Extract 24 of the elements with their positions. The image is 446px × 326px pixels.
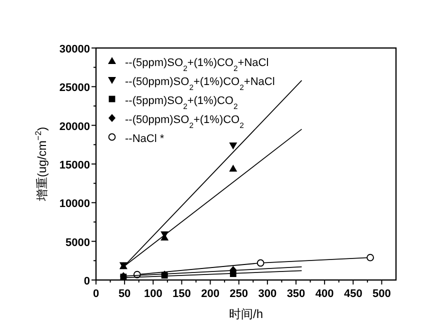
legend-label: --(50ppm)SO$_{2}$+(1%)CO$_{2}$+NaCl <box>125 76 275 92</box>
y-tick-label: 20000 <box>59 120 90 133</box>
legend-label: --(5ppm)SO$_{2}$+(1%)CO$_{2}$ <box>125 95 238 110</box>
y-tick-label: 30000 <box>59 44 90 56</box>
x-tick-label: 350 <box>286 288 306 300</box>
x-tick-label: 450 <box>344 288 362 300</box>
legend-label: --(50ppm)SO$_{2}$+(1%)CO$_{2}$ <box>125 114 244 130</box>
x-tick-label: 500 <box>372 288 391 300</box>
y-tick-label: 0 <box>84 276 90 288</box>
y-tick-label: 10000 <box>59 198 90 210</box>
x-tick-label: 400 <box>315 288 334 300</box>
y-tick-label: 5000 <box>66 236 90 249</box>
x-tick-label: 100 <box>144 288 162 300</box>
x-tick-label: 200 <box>201 288 220 300</box>
x-axis-title: 时间/h <box>228 307 264 321</box>
legend-label: --NaCl * <box>125 133 165 145</box>
x-tick-label: 300 <box>258 288 277 300</box>
x-tick-label: 50 <box>118 288 131 300</box>
x-tick-label: 150 <box>172 288 191 300</box>
y-tick-label: 15000 <box>59 160 90 172</box>
legend-label: --(5ppm)SO$_{2}$+(1%)CO$_{2}$+NaCl <box>125 57 269 72</box>
x-tick-label: 0 <box>92 288 100 300</box>
y-tick-label: 25000 <box>59 82 90 94</box>
x-tick-label: 250 <box>230 288 248 300</box>
